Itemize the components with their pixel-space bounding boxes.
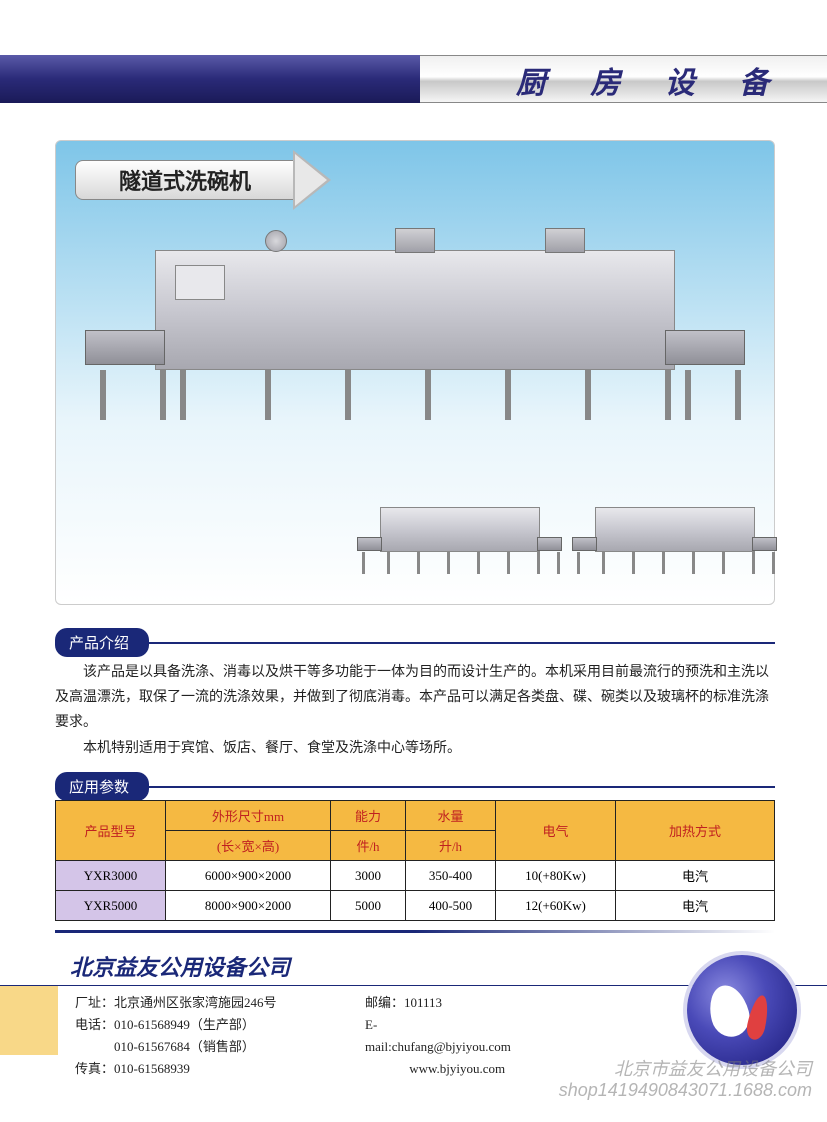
page-category-title: 厨 房 设 备 <box>516 58 787 102</box>
cell-water: 400-500 <box>406 891 496 921</box>
intro-paragraph-1: 该产品是以具备洗涤、消毒以及烘干等多功能于一体为目的而设计生产的。本机采用目前最… <box>55 660 775 736</box>
intro-section-divider <box>55 642 775 644</box>
header-navy-block <box>0 55 420 103</box>
cell-electric: 10(+80Kw) <box>496 861 616 891</box>
params-section-badge: 应用参数 <box>55 772 149 801</box>
cell-capacity: 3000 <box>331 861 406 891</box>
table-row: YXR3000 6000×900×2000 3000 350-400 10(+8… <box>56 861 775 891</box>
zip-label: 邮编： <box>365 995 404 1010</box>
th-size: 外形尺寸mm <box>166 801 331 831</box>
contact-block: 厂址：北京通州区张家湾施园246号 电话：010-61568949（生产部） 0… <box>75 992 277 1080</box>
zip-value: 101113 <box>404 995 442 1010</box>
fax-label: 传真： <box>75 1061 114 1076</box>
product-illustration-main <box>75 220 755 460</box>
web-value: www.bjyiyou.com <box>409 1061 505 1076</box>
th-capacity-sub: 件/h <box>331 831 406 861</box>
th-water: 水量 <box>406 801 496 831</box>
cell-size: 6000×900×2000 <box>166 861 331 891</box>
params-section-divider <box>55 786 775 788</box>
cell-water: 350-400 <box>406 861 496 891</box>
addr-label: 厂址： <box>75 995 114 1010</box>
cell-model: YXR5000 <box>56 891 166 921</box>
addr-value: 北京通州区张家湾施园246号 <box>114 995 277 1010</box>
th-water-sub: 升/h <box>406 831 496 861</box>
cell-heating: 电汽 <box>616 861 775 891</box>
email-label: E-mail: <box>365 1017 392 1054</box>
cell-electric: 12(+60Kw) <box>496 891 616 921</box>
watermark-company: 北京市益友公用设备公司 <box>614 1055 812 1081</box>
tel2-value: 010-61567684（销售部） <box>114 1039 255 1054</box>
cell-model: YXR3000 <box>56 861 166 891</box>
table-row: YXR5000 8000×900×2000 5000 400-500 12(+6… <box>56 891 775 921</box>
th-capacity: 能力 <box>331 801 406 831</box>
th-heating: 加热方式 <box>616 801 775 861</box>
intro-paragraph-2: 本机特别适用于宾馆、饭店、餐厅、食堂及洗涤中心等场所。 <box>55 736 775 761</box>
th-electric: 电气 <box>496 801 616 861</box>
watermark-url: shop1419490843071.1688.com <box>559 1080 812 1101</box>
footer-top-divider <box>55 930 775 933</box>
intro-section-badge: 产品介绍 <box>55 628 149 657</box>
product-name-arrow: 隧道式洗碗机 <box>75 160 295 200</box>
cell-size: 8000×900×2000 <box>166 891 331 921</box>
arrow-head-icon <box>293 150 331 210</box>
company-logo-icon <box>687 955 797 1065</box>
cell-heating: 电汽 <box>616 891 775 921</box>
product-thumb-1 <box>355 495 565 590</box>
fax-value: 010-61568939 <box>114 1061 190 1076</box>
tel-label: 电话： <box>75 1017 114 1032</box>
company-name: 北京益友公用设备公司 <box>70 950 290 982</box>
cell-capacity: 5000 <box>331 891 406 921</box>
spec-table: 产品型号 外形尺寸mm 能力 水量 电气 加热方式 (长×宽×高) 件/h 升/… <box>55 800 775 921</box>
th-size-sub: (长×宽×高) <box>166 831 331 861</box>
intro-text-block: 该产品是以具备洗涤、消毒以及烘干等多功能于一体为目的而设计生产的。本机采用目前最… <box>55 660 775 761</box>
email-value: chufang@bjyiyou.com <box>392 1039 511 1054</box>
tel1-value: 010-61568949（生产部） <box>114 1017 255 1032</box>
product-thumb-2 <box>570 495 780 590</box>
th-model: 产品型号 <box>56 801 166 861</box>
